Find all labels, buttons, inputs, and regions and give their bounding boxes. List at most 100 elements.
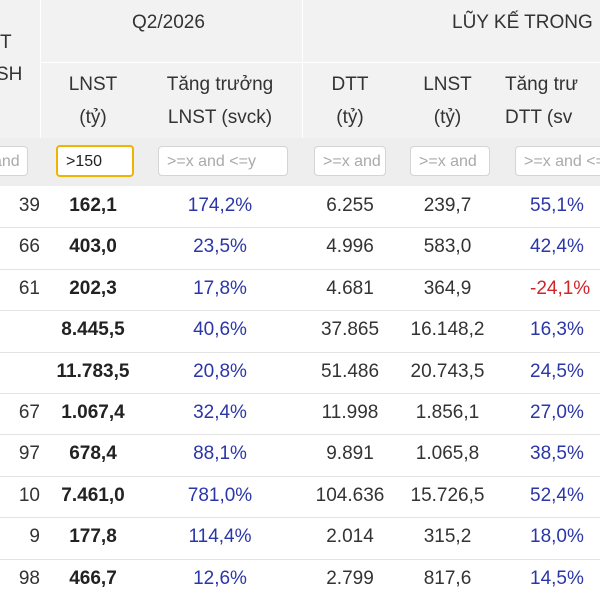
filter-placeholder: >=x and (323, 153, 381, 170)
table-cell-dtt-growth: 16,3% (530, 319, 584, 341)
filter-input-lnst[interactable]: >150 (56, 145, 134, 177)
filter-placeholder: >=x and <=y (167, 153, 256, 170)
table-cell-lnst: 162,1 (69, 195, 117, 216)
table-cell-lnst-ytd: 20.743,5 (410, 360, 485, 382)
table-cell-growth: 88,1% (193, 443, 247, 465)
table-cell-lnst: 177,8 (69, 526, 117, 548)
table-cell-left: 98 (18, 567, 40, 589)
left-column-header-line2: SH (0, 64, 23, 85)
row-divider (0, 558, 600, 560)
filter-placeholder: >=x and <= (524, 153, 600, 170)
table-cell-dtt: 37.865 (320, 319, 380, 341)
group-header-ytd: LŨY KẾ TRONG (452, 12, 593, 33)
table-cell-growth: 114,4% (188, 526, 252, 548)
row-divider (0, 227, 600, 229)
row-divider (0, 434, 600, 436)
table-cell-dtt: 4.996 (326, 236, 374, 258)
table-cell-left: 61 (18, 277, 40, 299)
table-cell-lnst-ytd: 1.065,8 (415, 443, 480, 465)
table-header (0, 0, 600, 138)
group-header-q2: Q2/2026 (132, 12, 205, 33)
column-header-lnst-ytd[interactable]: LNST (tỷ) (405, 68, 490, 134)
table-cell-growth: 23,5% (193, 236, 247, 258)
row-divider (0, 268, 600, 270)
table-cell-dtt: 4.681 (326, 277, 374, 299)
table-cell-lnst-ytd: 364,9 (423, 277, 472, 299)
header-divider (40, 0, 41, 138)
column-header-lnst-growth-line1: Tăng trưởng (166, 74, 274, 95)
table-cell-growth: 12,6% (193, 567, 247, 589)
table-cell-left: 67 (18, 402, 40, 423)
column-header-dtt-growth-line1: Tăng trư (505, 74, 578, 95)
table-cell-lnst: 403,0 (69, 236, 117, 258)
table-cell-lnst-ytd: 315,2 (423, 526, 472, 548)
table-cell-growth: 17,8% (193, 277, 247, 299)
column-header-lnst-ytd-line1: LNST (423, 74, 472, 95)
header-divider (40, 62, 600, 63)
table-cell-dtt-growth: -24,1% (530, 277, 591, 299)
table-cell-dtt: 104.636 (315, 484, 385, 506)
table-cell-growth: 174,2% (187, 195, 253, 216)
column-header-lnst-line1: LNST (68, 74, 118, 95)
table-cell-lnst: 7.461,0 (61, 484, 125, 506)
column-header-dtt-growth-line2: DTT (sv (505, 107, 573, 128)
table-cell-dtt: 6.255 (326, 195, 374, 216)
column-header-lnst-ytd-line2: (tỷ) (433, 107, 462, 128)
filter-placeholder: >=x and (419, 153, 477, 170)
filter-input-lnst-ytd[interactable]: >=x and (410, 146, 490, 176)
row-divider (0, 517, 600, 519)
table-cell-dtt-growth: 42,4% (530, 236, 584, 258)
row-divider (0, 310, 600, 312)
table-cell-growth: 781,0% (187, 484, 253, 506)
column-header-dtt-line1: DTT (331, 74, 369, 95)
table-cell-left: 66 (18, 236, 40, 258)
table-cell-lnst-ytd: 1.856,1 (415, 402, 480, 423)
table-cell-growth: 32,4% (193, 402, 247, 423)
table-cell-lnst-ytd: 817,6 (423, 567, 472, 589)
table-cell-left: 10 (18, 484, 40, 506)
table-cell-lnst: 11.783,5 (56, 360, 130, 382)
column-header-dtt[interactable]: DTT (tỷ) (310, 68, 390, 134)
column-header-dtt-line2: (tỷ) (336, 107, 364, 128)
table-cell-dtt-growth: 14,5% (530, 567, 584, 589)
filter-input-dtt[interactable]: >=x and (314, 146, 386, 176)
table-cell-left: 39 (18, 195, 40, 216)
table-cell-lnst: 678,4 (69, 443, 117, 465)
filter-input-dtt-growth[interactable]: >=x and <= (515, 146, 600, 176)
table-cell-lnst-ytd: 15.726,5 (410, 484, 485, 506)
table-cell-growth: 40,6% (193, 319, 247, 341)
header-divider (302, 0, 303, 138)
table-cell-dtt-growth: 52,4% (530, 484, 584, 506)
column-header-lnst-growth-line2: LNST (svck) (167, 107, 273, 128)
table-cell-dtt: 2.014 (326, 526, 374, 548)
table-cell-dtt: 2.799 (326, 567, 374, 589)
table-cell-dtt: 51.486 (320, 360, 380, 382)
table-cell-lnst: 8.445,5 (61, 319, 125, 341)
row-divider (0, 475, 600, 477)
table-cell-lnst: 202,3 (69, 277, 117, 299)
table-cell-left: 97 (18, 443, 40, 465)
column-header-lnst[interactable]: LNST (tỷ) (48, 68, 138, 134)
table-cell-lnst-ytd: 239,7 (423, 195, 472, 216)
column-header-lnst-line2: (tỷ) (79, 107, 107, 128)
table-cell-dtt-growth: 18,0% (530, 526, 584, 548)
table-cell-dtt: 11.998 (321, 402, 379, 423)
table-cell-dtt-growth: 55,1% (530, 195, 584, 216)
table-cell-lnst-ytd: 583,0 (423, 236, 472, 258)
table-cell-left: 9 (29, 526, 40, 548)
table-cell-dtt-growth: 24,5% (530, 360, 584, 382)
filter-input-left[interactable]: and (0, 146, 28, 176)
table-cell-dtt-growth: 27,0% (530, 402, 584, 423)
table-cell-lnst: 466,7 (69, 567, 117, 589)
row-divider (0, 351, 600, 353)
table-cell-dtt-growth: 38,5% (530, 443, 584, 465)
table-cell-lnst-ytd: 16.148,2 (410, 319, 485, 341)
left-column-header-line1: T (0, 32, 12, 53)
column-header-dtt-growth[interactable]: Tăng trư DTT (sv (505, 68, 600, 134)
column-header-lnst-growth[interactable]: Tăng trưởng LNST (svck) (145, 68, 295, 134)
table-cell-lnst: 1.067,4 (61, 402, 125, 423)
filter-input-lnst-growth[interactable]: >=x and <=y (158, 146, 288, 176)
table-cell-dtt: 9.891 (326, 443, 374, 465)
row-divider (0, 393, 600, 394)
